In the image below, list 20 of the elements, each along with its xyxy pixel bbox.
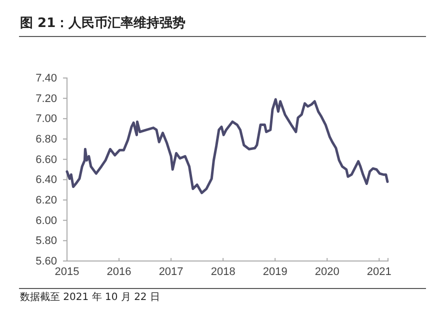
y-tick-label: 5.60	[36, 256, 57, 268]
x-tick-label: 2016	[106, 266, 132, 278]
y-tick-label: 6.20	[36, 194, 57, 207]
x-tick-label: 2021	[366, 266, 392, 278]
y-tick-label: 6.60	[36, 154, 57, 166]
x-tick-label: 2015	[54, 266, 80, 278]
y-tick-label: 7.40	[36, 72, 57, 85]
x-tick-label: 2018	[210, 266, 236, 278]
x-tick-label: 2020	[314, 266, 340, 278]
x-tick-label: 2019	[262, 266, 288, 278]
y-tick-label: 6.40	[36, 174, 57, 186]
y-tick-label: 5.80	[36, 235, 57, 248]
y-tick-label: 7.20	[36, 92, 57, 105]
chart-title: 图 21：人民币汇率维持强势	[20, 15, 186, 31]
line-series	[66, 98, 389, 194]
y-tick-label: 6.00	[36, 214, 57, 227]
text: 数据截至 2021 年 10 月 22 日	[20, 291, 160, 303]
x-tick-label: 2017	[158, 266, 184, 278]
y-tick-label: 7.00	[36, 113, 57, 126]
y-tick-label: 6.80	[36, 134, 57, 146]
